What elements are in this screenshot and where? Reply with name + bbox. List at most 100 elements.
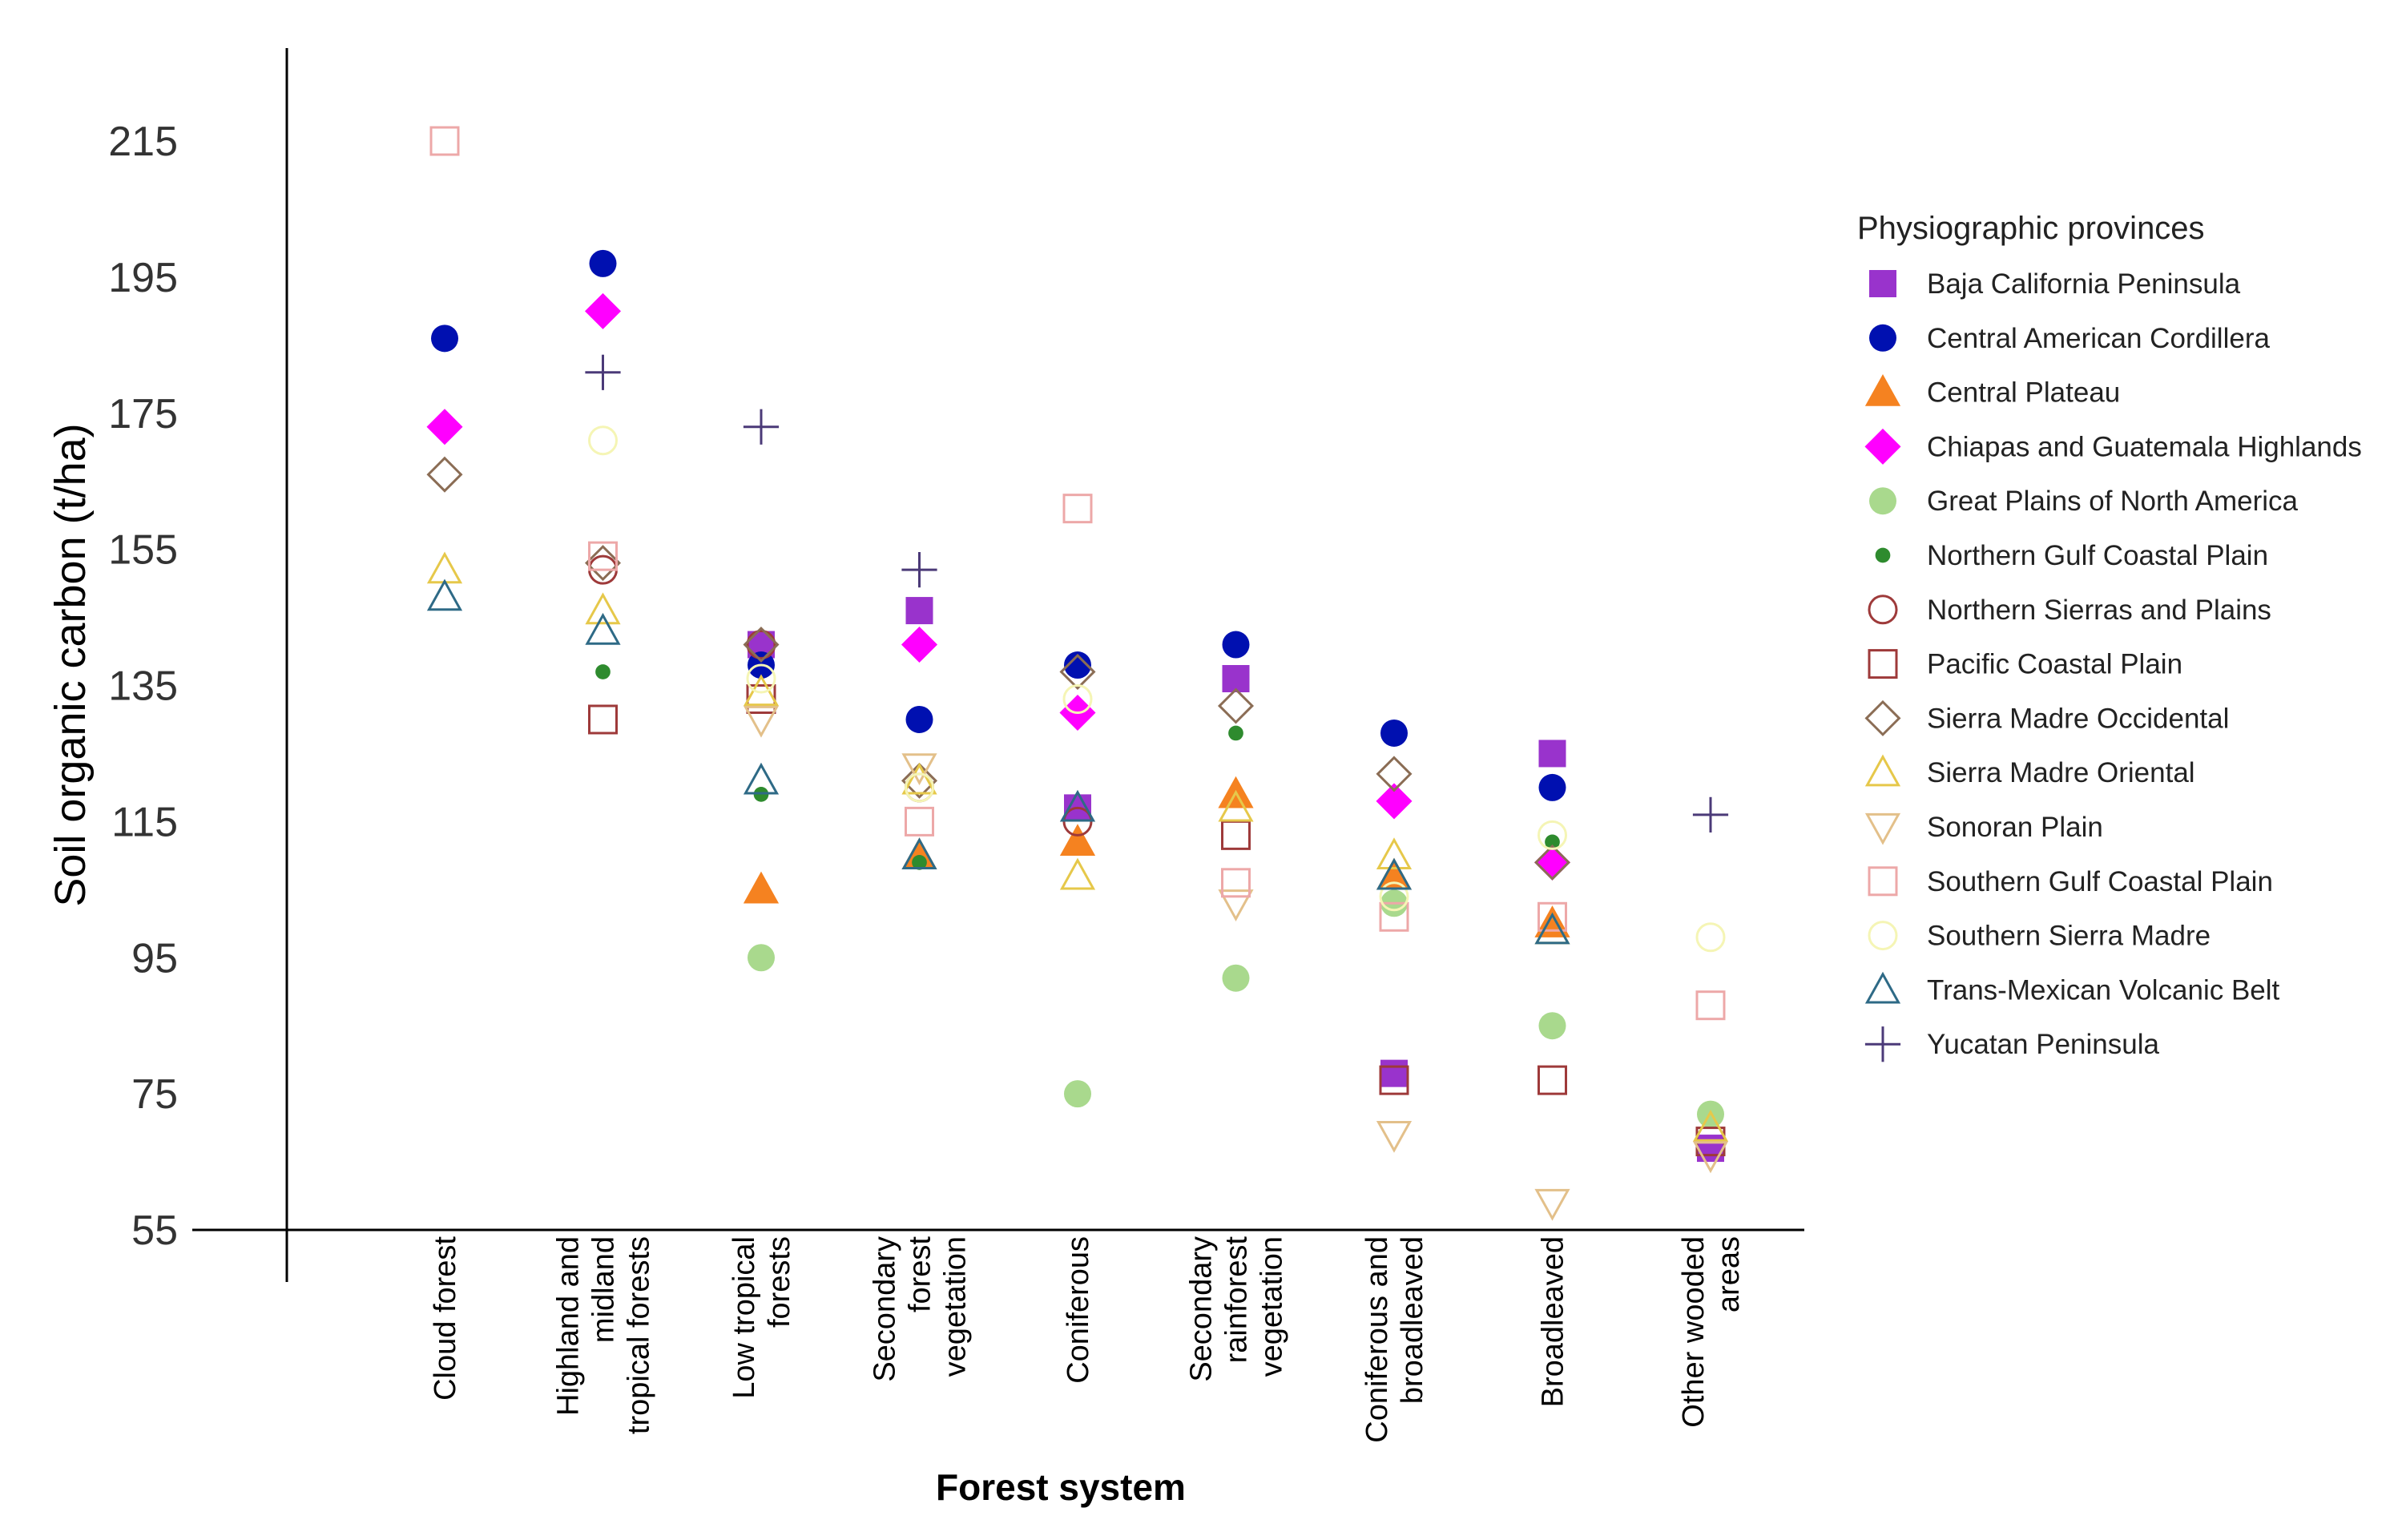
legend-marker [1868, 866, 1898, 897]
data-point [1692, 796, 1729, 832]
data-point [901, 627, 938, 663]
legend-label: Southern Gulf Coastal Plain [1927, 866, 2273, 897]
data-point [1376, 837, 1413, 869]
x-category-label-line: Low tropical [727, 1236, 761, 1399]
data-point [743, 674, 780, 707]
data-point [1538, 901, 1567, 932]
legend-marker [1864, 1026, 1901, 1062]
x-category-label-line: Secondary [868, 1236, 902, 1382]
data-point [1692, 1109, 1729, 1142]
data-point [426, 409, 463, 445]
data-point [901, 762, 938, 799]
data-point [901, 552, 937, 588]
data-point [1059, 824, 1096, 856]
legend-label: Northern Sierras and Plains [1927, 595, 2271, 626]
data-point [1538, 1012, 1566, 1040]
x-category-label-line: rainforest [1220, 1236, 1254, 1364]
data-point [1064, 651, 1091, 679]
legend-marker [1869, 324, 1896, 352]
data-point [743, 871, 780, 904]
series-3 [426, 292, 1571, 881]
data-point [595, 664, 611, 679]
legend-item: Sonoran Plain [1864, 812, 2103, 845]
data-point [1380, 1059, 1408, 1087]
legend-label: Great Plains of North America [1927, 486, 2298, 517]
data-point [1380, 719, 1408, 747]
data-point [1534, 1188, 1570, 1221]
data-point [901, 762, 937, 795]
legend-item: Southern Sierra Madre [1868, 921, 2211, 952]
legend-item: Trans-Mexican Volcanic Belt [1864, 971, 2280, 1006]
data-point [1379, 1065, 1409, 1095]
legend-label: Southern Sierra Madre [1927, 921, 2211, 952]
data-point [1534, 912, 1570, 945]
data-point [585, 592, 621, 625]
legend-item: Southern Gulf Coastal Plain [1868, 866, 2273, 897]
x-category-label-line: vegetation [939, 1236, 973, 1377]
y-tick-label: 115 [111, 799, 178, 845]
series-8 [426, 456, 1571, 881]
data-point [746, 663, 776, 694]
x-category-label: Other wooded areas [1677, 1236, 1746, 1428]
series-0 [748, 597, 1724, 1163]
data-point [901, 753, 937, 786]
legend-marker [1864, 812, 1901, 845]
data-point [1217, 687, 1255, 724]
legend-item: Northern Sierras and Plains [1868, 595, 2271, 626]
x-category-label-line: midland [587, 1236, 621, 1343]
legend-title: Physiographic provinces [1857, 211, 2205, 246]
x-axis-title: Forest system [936, 1466, 1186, 1508]
legend-label: Sonoran Plain [1927, 812, 2103, 843]
x-category-label: Low tropical forests [727, 1236, 796, 1399]
x-category-label: Cloud forest [429, 1236, 462, 1401]
data-point [584, 292, 622, 329]
legend-label: Sierra Madre Occidental [1927, 703, 2229, 734]
legend-item: Sierra Madre Occidental [1864, 699, 2229, 736]
data-point [1062, 494, 1093, 524]
legend-label: Yucatan Peninsula [1927, 1029, 2159, 1060]
x-category-label: Highland and midland tropical forests [552, 1236, 656, 1434]
data-point [1545, 834, 1560, 850]
data-point [905, 705, 933, 733]
data-point [912, 854, 927, 870]
axes-layer [192, 48, 1804, 1282]
legend-label: Pacific Coastal Plain [1927, 649, 2182, 680]
series-6 [588, 554, 1093, 837]
x-category-label-line: tropical forests [623, 1236, 656, 1434]
series-9 [426, 551, 1729, 1142]
data-point [1228, 725, 1243, 741]
legend-marker [1864, 754, 1901, 787]
legend-marker [1864, 428, 1901, 465]
legend-item: Northern Gulf Coastal Plain [1875, 540, 2268, 571]
y-tick-label: 175 [108, 391, 178, 437]
data-point [429, 126, 460, 156]
x-category-label-line: broadleaved [1396, 1236, 1429, 1404]
data-point [1379, 881, 1409, 912]
legend-label: Baja California Peninsula [1927, 268, 2241, 300]
x-category-label-line: Secondary [1185, 1236, 1219, 1382]
legend-item: Pacific Coastal Plain [1868, 649, 2182, 680]
data-point [1697, 1135, 1724, 1163]
legend: Baja California Peninsula Central America… [1864, 268, 2362, 1062]
x-category-label-line: Broadleaved [1537, 1236, 1570, 1407]
data-point [1533, 844, 1571, 881]
legend-marker [1869, 270, 1896, 297]
data-point [1376, 783, 1413, 820]
data-point [901, 837, 937, 869]
y-tick-label: 95 [131, 935, 178, 982]
legend-label: Central American Cordillera [1927, 323, 2270, 354]
data-point [1692, 1141, 1729, 1174]
data-point [905, 597, 933, 625]
data-point [584, 545, 622, 582]
y-tick-labels: 215 195 175 155 135 115 95 75 55 [108, 119, 178, 1254]
data-point [1218, 889, 1254, 921]
data-point [1376, 1120, 1413, 1153]
legend-marker [1868, 649, 1898, 679]
x-category-label-line: Highland and [552, 1236, 586, 1416]
legend-marker [1869, 487, 1896, 515]
data-point [743, 627, 780, 663]
data-point [743, 409, 780, 445]
data-point [905, 772, 934, 803]
legend-marker [1864, 971, 1901, 1004]
data-point [1221, 820, 1251, 850]
